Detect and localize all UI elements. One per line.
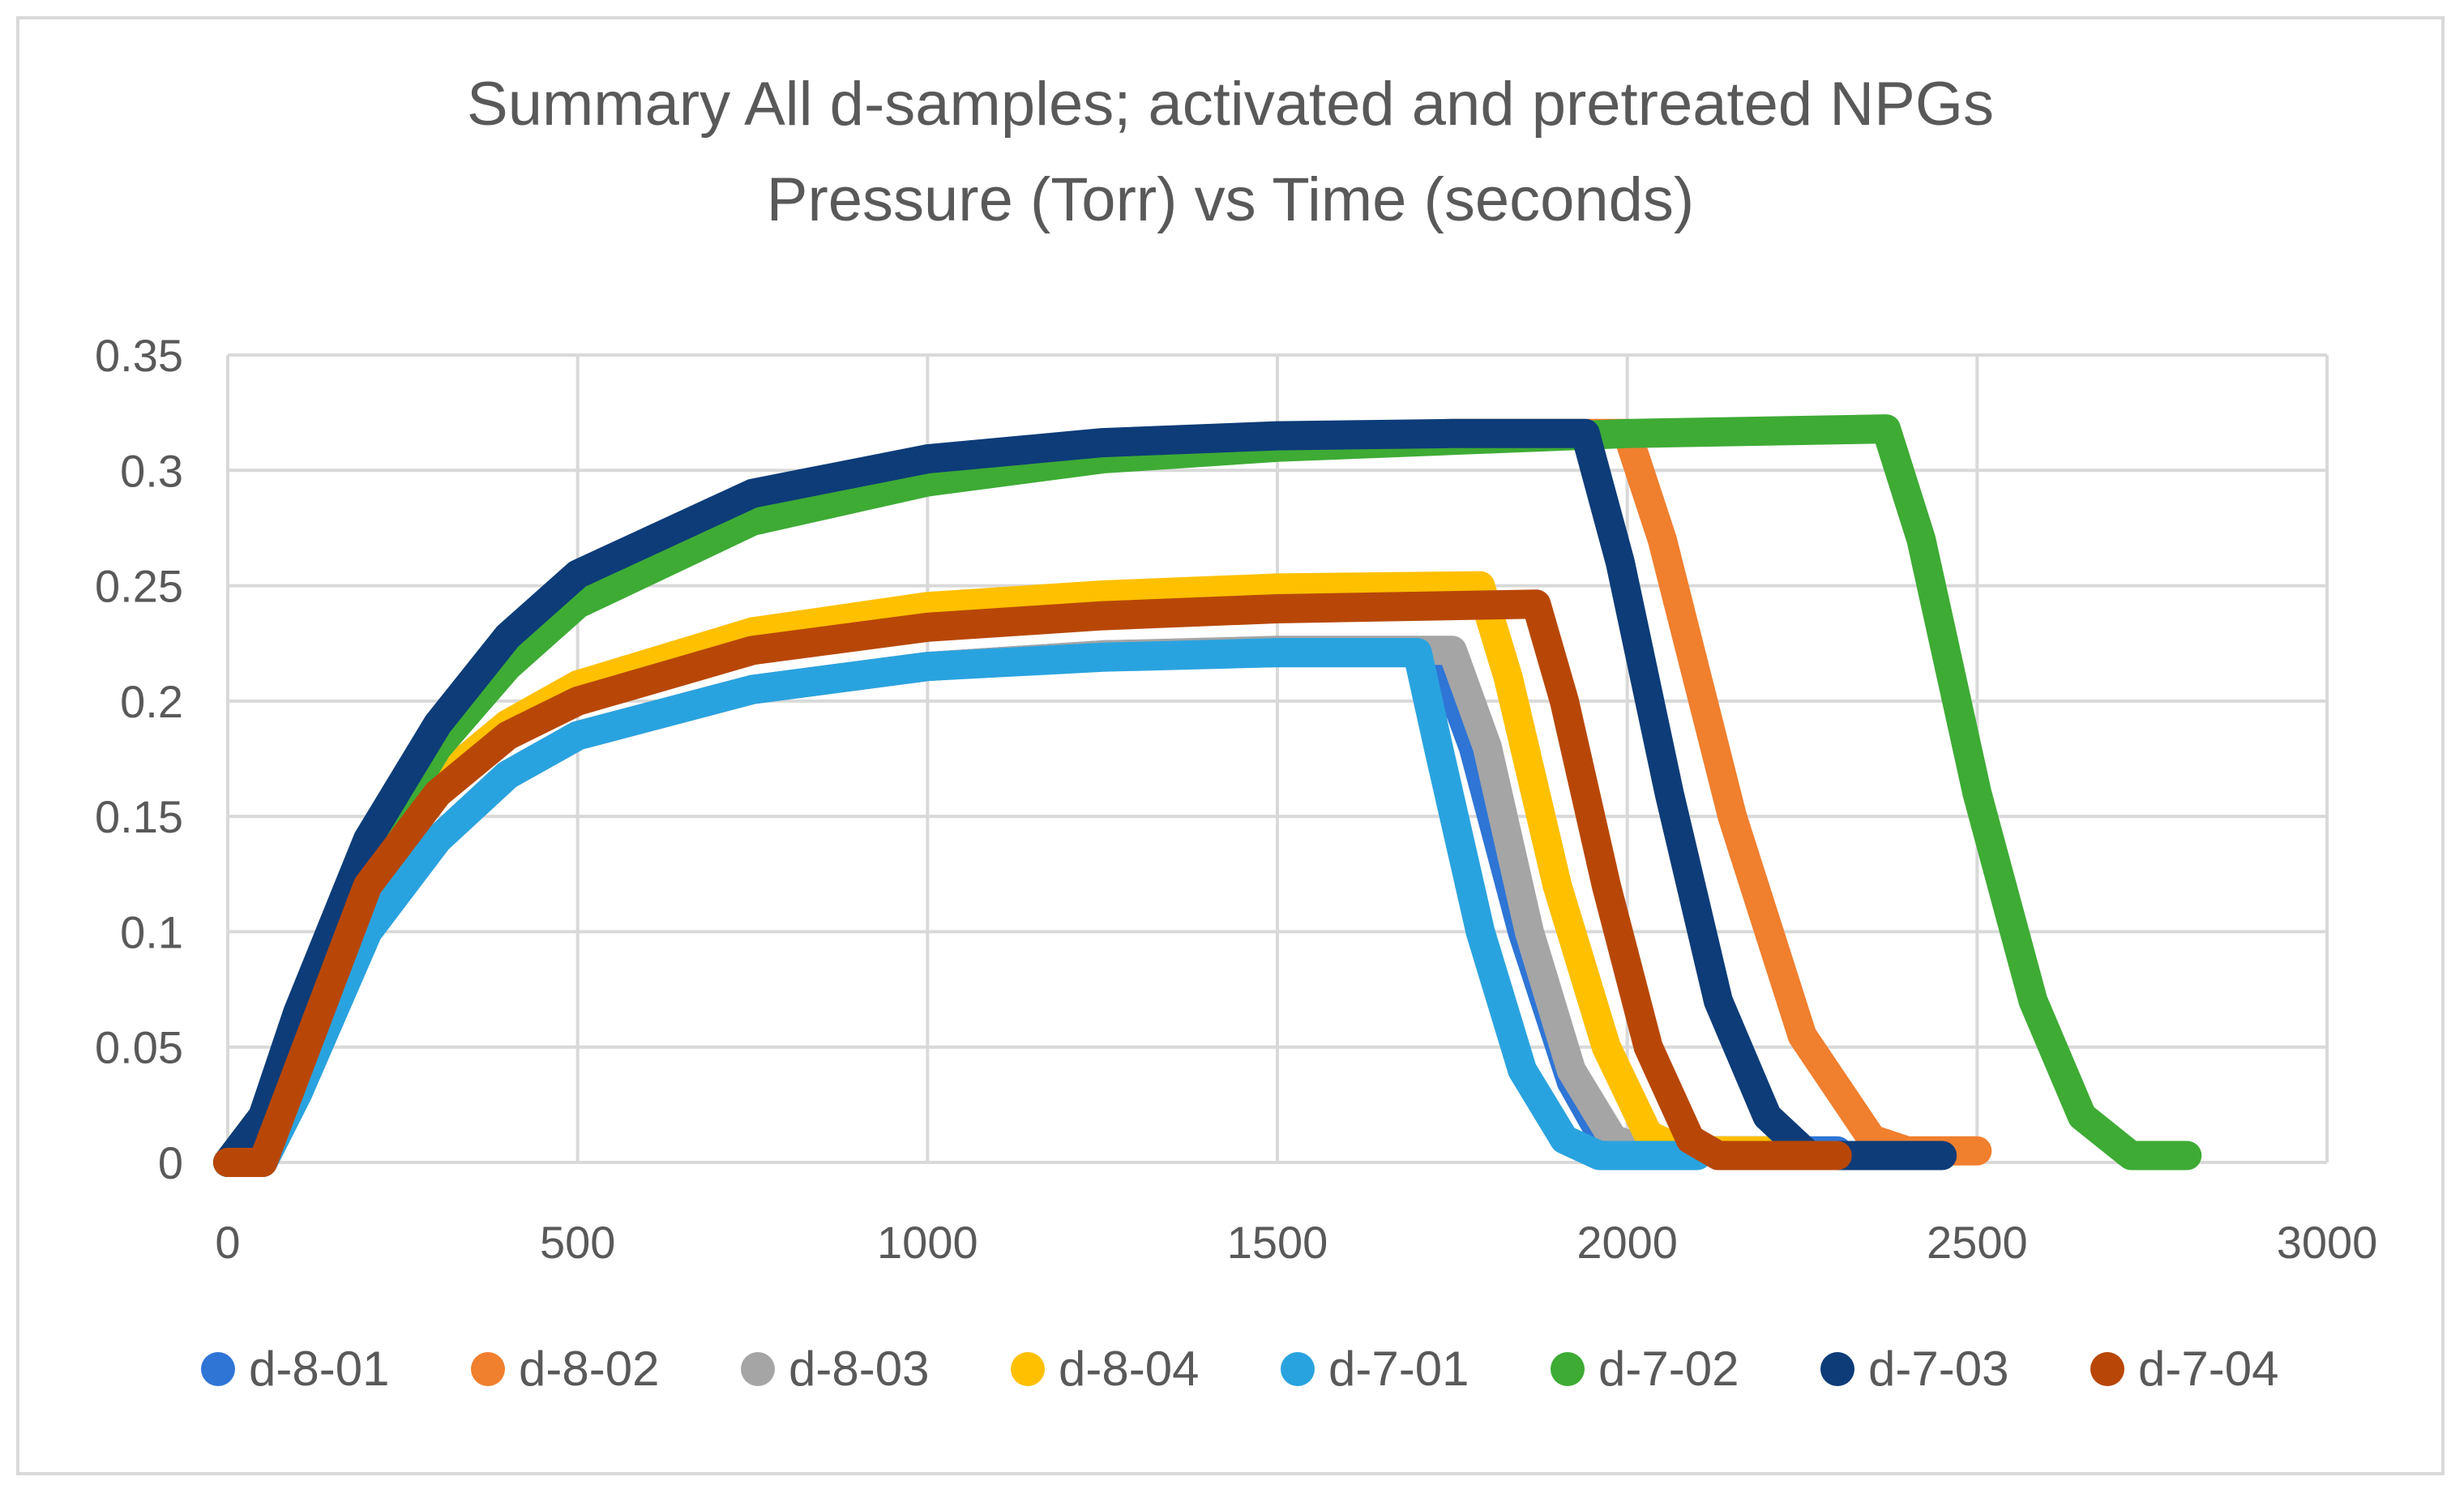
y-tick-label: 0.2 bbox=[120, 676, 183, 727]
legend-label: d-7-02 bbox=[1598, 1342, 1739, 1396]
y-tick-label: 0.3 bbox=[120, 445, 183, 496]
legend-marker-d-8-02 bbox=[471, 1352, 505, 1386]
series-line-d-7-01 bbox=[213, 638, 1712, 1177]
series-line-d-7-02 bbox=[213, 414, 2202, 1177]
chart-canvas: Summary All d-samples; activated and pre… bbox=[95, 70, 2377, 1396]
legend-marker-d-7-01 bbox=[1281, 1352, 1315, 1386]
chart-frame: Summary All d-samples; activated and pre… bbox=[16, 16, 2445, 1475]
legend-item-d-8-04[interactable]: d-8-04 bbox=[1011, 1342, 1199, 1396]
x-axis-ticks: 0 500 1000 1500 2000 2500 3000 bbox=[215, 1217, 2377, 1268]
legend-item-d-8-03[interactable]: d-8-03 bbox=[741, 1342, 929, 1396]
legend-label: d-8-01 bbox=[249, 1342, 389, 1396]
y-tick-label: 0.15 bbox=[95, 791, 183, 842]
x-tick-label: 2500 bbox=[1927, 1217, 2028, 1268]
legend-item-d-7-02[interactable]: d-7-02 bbox=[1551, 1342, 1739, 1396]
x-tick-label: 2000 bbox=[1576, 1217, 1678, 1268]
legend-item-d-7-01[interactable]: d-7-01 bbox=[1281, 1342, 1469, 1396]
y-axis-ticks: 0 0.05 0.1 0.15 0.2 0.25 0.3 0.35 bbox=[95, 330, 183, 1188]
legend-marker-d-7-02 bbox=[1551, 1352, 1585, 1386]
legend-marker-d-7-03 bbox=[1820, 1352, 1854, 1386]
x-tick-label: 3000 bbox=[2277, 1217, 2378, 1268]
legend-label: d-7-03 bbox=[1868, 1342, 2008, 1396]
y-tick-label: 0.25 bbox=[95, 561, 183, 612]
legend-marker-d-7-04 bbox=[2090, 1352, 2124, 1386]
legend-marker-d-8-03 bbox=[741, 1352, 775, 1386]
legend-item-d-8-02[interactable]: d-8-02 bbox=[471, 1342, 659, 1396]
y-tick-label: 0.05 bbox=[95, 1022, 183, 1073]
legend-label: d-8-04 bbox=[1059, 1342, 1199, 1396]
legend-item-d-7-03[interactable]: d-7-03 bbox=[1820, 1342, 2008, 1396]
y-tick-label: 0 bbox=[158, 1137, 183, 1188]
series-line-d-7-04 bbox=[213, 589, 1852, 1177]
legend-marker-d-8-04 bbox=[1011, 1352, 1045, 1386]
legend-label: d-8-02 bbox=[519, 1342, 659, 1396]
legend-item-d-7-04[interactable]: d-7-04 bbox=[2090, 1342, 2278, 1396]
series-group bbox=[213, 414, 2202, 1177]
legend-label: d-7-01 bbox=[1328, 1342, 1469, 1396]
x-tick-label: 0 bbox=[215, 1217, 240, 1268]
legend-marker-d-8-01 bbox=[201, 1352, 235, 1386]
legend[interactable]: d-8-01 d-8-02 d-8-03 d-8-04 d-7-01 d-7-02 d-7-… bbox=[201, 1342, 2278, 1396]
legend-label: d-7-04 bbox=[2138, 1342, 2278, 1396]
x-tick-label: 1000 bbox=[877, 1217, 978, 1268]
series-line-d-7-03 bbox=[213, 418, 1957, 1177]
y-tick-label: 0.35 bbox=[95, 330, 183, 381]
x-tick-label: 500 bbox=[540, 1217, 615, 1268]
chart-title: Summary All d-samples; activated and pre… bbox=[467, 70, 1994, 139]
legend-label: d-8-03 bbox=[789, 1342, 929, 1396]
chart-subtitle: Pressure (Torr) vs Time (seconds) bbox=[767, 165, 1694, 234]
x-tick-label: 1500 bbox=[1227, 1217, 1328, 1268]
y-tick-label: 0.1 bbox=[120, 906, 183, 957]
legend-item-d-8-01[interactable]: d-8-01 bbox=[201, 1342, 389, 1396]
